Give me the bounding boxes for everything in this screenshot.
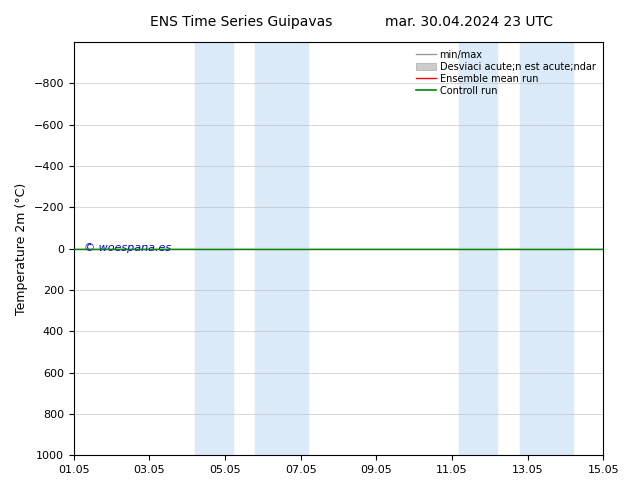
- Bar: [256, 42, 308, 455]
- Bar: [460, 42, 497, 455]
- Y-axis label: Temperature 2m (°C): Temperature 2m (°C): [15, 182, 28, 315]
- Legend: min/max, Desviaci acute;n est acute;ndar, Ensemble mean run, Controll run: min/max, Desviaci acute;n est acute;ndar…: [413, 47, 598, 98]
- Text: ENS Time Series Guipavas: ENS Time Series Guipavas: [150, 15, 332, 29]
- Bar: [520, 42, 573, 455]
- Bar: [195, 42, 233, 455]
- Text: © woespana.es: © woespana.es: [84, 243, 171, 253]
- Text: mar. 30.04.2024 23 UTC: mar. 30.04.2024 23 UTC: [385, 15, 553, 29]
